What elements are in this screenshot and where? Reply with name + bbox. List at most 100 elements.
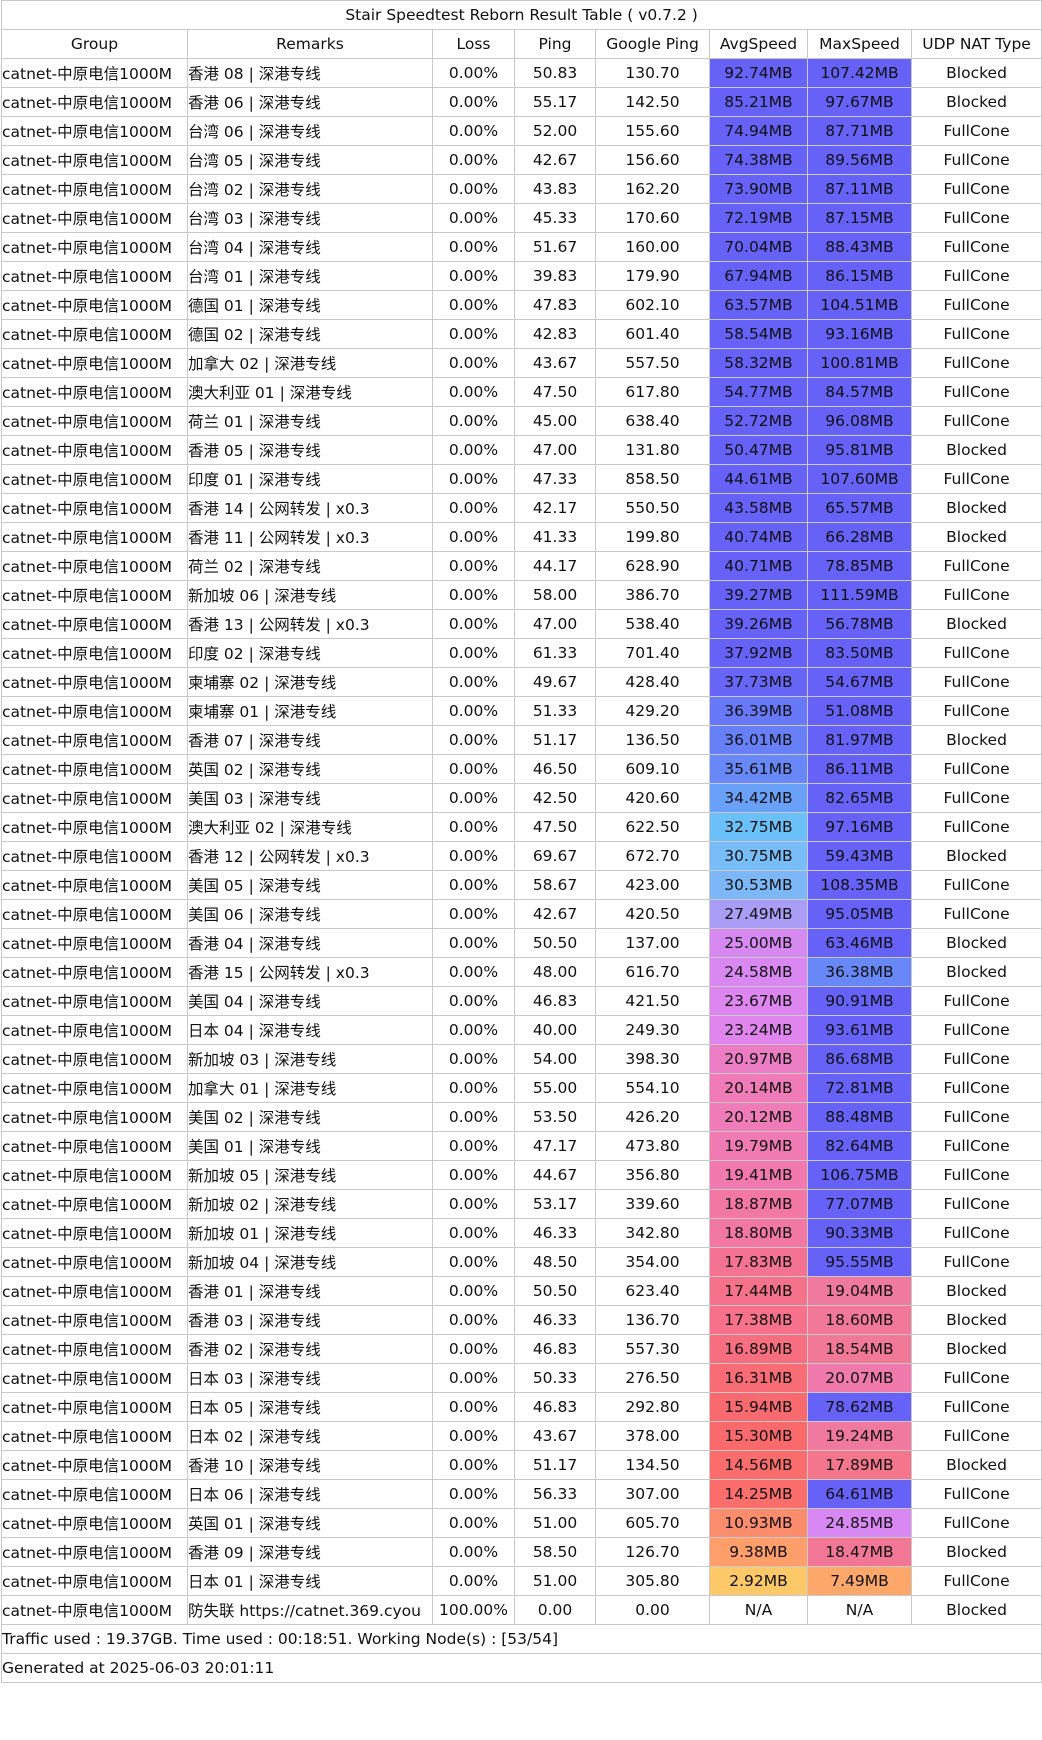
cell-udp-nat-type: Blocked [910, 725, 1042, 755]
cell-udp-nat-type: Blocked [910, 841, 1042, 871]
cell-ping: 39.83 [514, 261, 596, 291]
cell-avg-speed: 85.21MB [709, 87, 808, 117]
cell-group: catnet-中原电信1000M [1, 638, 188, 668]
cell-loss: 0.00% [432, 174, 515, 204]
cell-google-ping: 342.80 [595, 1218, 710, 1248]
cell-ping: 58.50 [514, 1537, 596, 1567]
cell-max-speed: 104.51MB [807, 290, 912, 320]
cell-google-ping: 137.00 [595, 928, 710, 958]
cell-remarks: 香港 01 | 深港专线 [187, 1276, 433, 1306]
cell-google-ping: 126.70 [595, 1537, 710, 1567]
cell-max-speed: 18.54MB [807, 1334, 912, 1364]
cell-max-speed: 107.42MB [807, 58, 912, 88]
cell-avg-speed: 15.94MB [709, 1392, 808, 1422]
cell-group: catnet-中原电信1000M [1, 667, 188, 697]
table-row: catnet-中原电信1000M 香港 13 | 公网转发 | x0.3 0.00%… [1, 609, 1042, 639]
cell-ping: 42.67 [514, 899, 596, 929]
cell-group: catnet-中原电信1000M [1, 232, 188, 262]
cell-loss: 0.00% [432, 1247, 515, 1277]
cell-udp-nat-type: Blocked [910, 1276, 1042, 1306]
cell-google-ping: 276.50 [595, 1363, 710, 1393]
cell-ping: 53.17 [514, 1189, 596, 1219]
table-row: catnet-中原电信1000M 香港 05 | 深港专线 0.00% 47.00 13… [1, 435, 1042, 465]
cell-udp-nat-type: FullCone [910, 232, 1042, 262]
cell-loss: 0.00% [432, 1102, 515, 1132]
cell-remarks: 荷兰 01 | 深港专线 [187, 406, 433, 436]
cell-group: catnet-中原电信1000M [1, 1450, 188, 1480]
cell-loss: 0.00% [432, 377, 515, 407]
cell-udp-nat-type: Blocked [910, 928, 1042, 958]
cell-google-ping: 672.70 [595, 841, 710, 871]
cell-ping: 46.83 [514, 1334, 596, 1364]
cell-loss: 0.00% [432, 609, 515, 639]
cell-max-speed: 100.81MB [807, 348, 912, 378]
cell-max-speed: 84.57MB [807, 377, 912, 407]
cell-avg-speed: 27.49MB [709, 899, 808, 929]
cell-udp-nat-type: FullCone [910, 1015, 1042, 1045]
table-row: catnet-中原电信1000M 英国 01 | 深港专线 0.00% 51.00 60… [1, 1508, 1042, 1538]
cell-loss: 0.00% [432, 1508, 515, 1538]
cell-remarks: 台湾 05 | 深港专线 [187, 145, 433, 175]
cell-group: catnet-中原电信1000M [1, 290, 188, 320]
cell-max-speed: 63.46MB [807, 928, 912, 958]
cell-udp-nat-type: Blocked [910, 493, 1042, 523]
cell-avg-speed: 14.25MB [709, 1479, 808, 1509]
cell-loss: 0.00% [432, 1131, 515, 1161]
cell-avg-speed: N/A [709, 1595, 808, 1625]
cell-max-speed: 95.55MB [807, 1247, 912, 1277]
cell-ping: 42.83 [514, 319, 596, 349]
cell-loss: 0.00% [432, 696, 515, 726]
cell-remarks: 英国 01 | 深港专线 [187, 1508, 433, 1538]
cell-remarks: 日本 03 | 深港专线 [187, 1363, 433, 1393]
cell-max-speed: 20.07MB [807, 1363, 912, 1393]
cell-avg-speed: 18.87MB [709, 1189, 808, 1219]
table-row: catnet-中原电信1000M 香港 14 | 公网转发 | x0.3 0.00%… [1, 493, 1042, 523]
cell-loss: 0.00% [432, 1218, 515, 1248]
cell-udp-nat-type: FullCone [910, 1421, 1042, 1451]
cell-remarks: 香港 06 | 深港专线 [187, 87, 433, 117]
cell-max-speed: 89.56MB [807, 145, 912, 175]
table-row: catnet-中原电信1000M 新加坡 05 | 深港专线 0.00% 44.67 3… [1, 1160, 1042, 1190]
cell-avg-speed: 39.26MB [709, 609, 808, 639]
cell-avg-speed: 2.92MB [709, 1566, 808, 1596]
cell-ping: 58.67 [514, 870, 596, 900]
cell-avg-speed: 10.93MB [709, 1508, 808, 1538]
cell-google-ping: 142.50 [595, 87, 710, 117]
cell-udp-nat-type: Blocked [910, 1537, 1042, 1567]
cell-loss: 0.00% [432, 1305, 515, 1335]
cell-udp-nat-type: FullCone [910, 638, 1042, 668]
cell-udp-nat-type: FullCone [910, 1102, 1042, 1132]
cell-google-ping: 426.20 [595, 1102, 710, 1132]
cell-group: catnet-中原电信1000M [1, 1015, 188, 1045]
cell-group: catnet-中原电信1000M [1, 1508, 188, 1538]
cell-ping: 51.00 [514, 1508, 596, 1538]
cell-group: catnet-中原电信1000M [1, 493, 188, 523]
header-row: Group Remarks Loss Ping Google Ping AvgS… [1, 29, 1042, 59]
cell-avg-speed: 17.38MB [709, 1305, 808, 1335]
cell-avg-speed: 52.72MB [709, 406, 808, 436]
cell-max-speed: 88.48MB [807, 1102, 912, 1132]
cell-ping: 50.83 [514, 58, 596, 88]
cell-avg-speed: 74.38MB [709, 145, 808, 175]
cell-remarks: 台湾 02 | 深港专线 [187, 174, 433, 204]
cell-group: catnet-中原电信1000M [1, 1102, 188, 1132]
cell-group: catnet-中原电信1000M [1, 1218, 188, 1248]
header-max-speed: MaxSpeed [807, 29, 912, 59]
header-google-ping: Google Ping [595, 29, 710, 59]
table-row: catnet-中原电信1000M 香港 10 | 深港专线 0.00% 51.17 13… [1, 1450, 1042, 1480]
cell-google-ping: 617.80 [595, 377, 710, 407]
cell-max-speed: 87.11MB [807, 174, 912, 204]
table-title: Stair Speedtest Reborn Result Table ( v0… [0, 0, 1042, 30]
cell-group: catnet-中原电信1000M [1, 464, 188, 494]
cell-ping: 51.33 [514, 696, 596, 726]
cell-udp-nat-type: FullCone [910, 203, 1042, 233]
cell-google-ping: 601.40 [595, 319, 710, 349]
cell-remarks: 香港 04 | 深港专线 [187, 928, 433, 958]
cell-avg-speed: 16.31MB [709, 1363, 808, 1393]
table-row: catnet-中原电信1000M 新加坡 01 | 深港专线 0.00% 46.33 3… [1, 1218, 1042, 1248]
cell-loss: 0.00% [432, 754, 515, 784]
cell-avg-speed: 43.58MB [709, 493, 808, 523]
cell-max-speed: 56.78MB [807, 609, 912, 639]
cell-udp-nat-type: FullCone [910, 754, 1042, 784]
cell-group: catnet-中原电信1000M [1, 1392, 188, 1422]
